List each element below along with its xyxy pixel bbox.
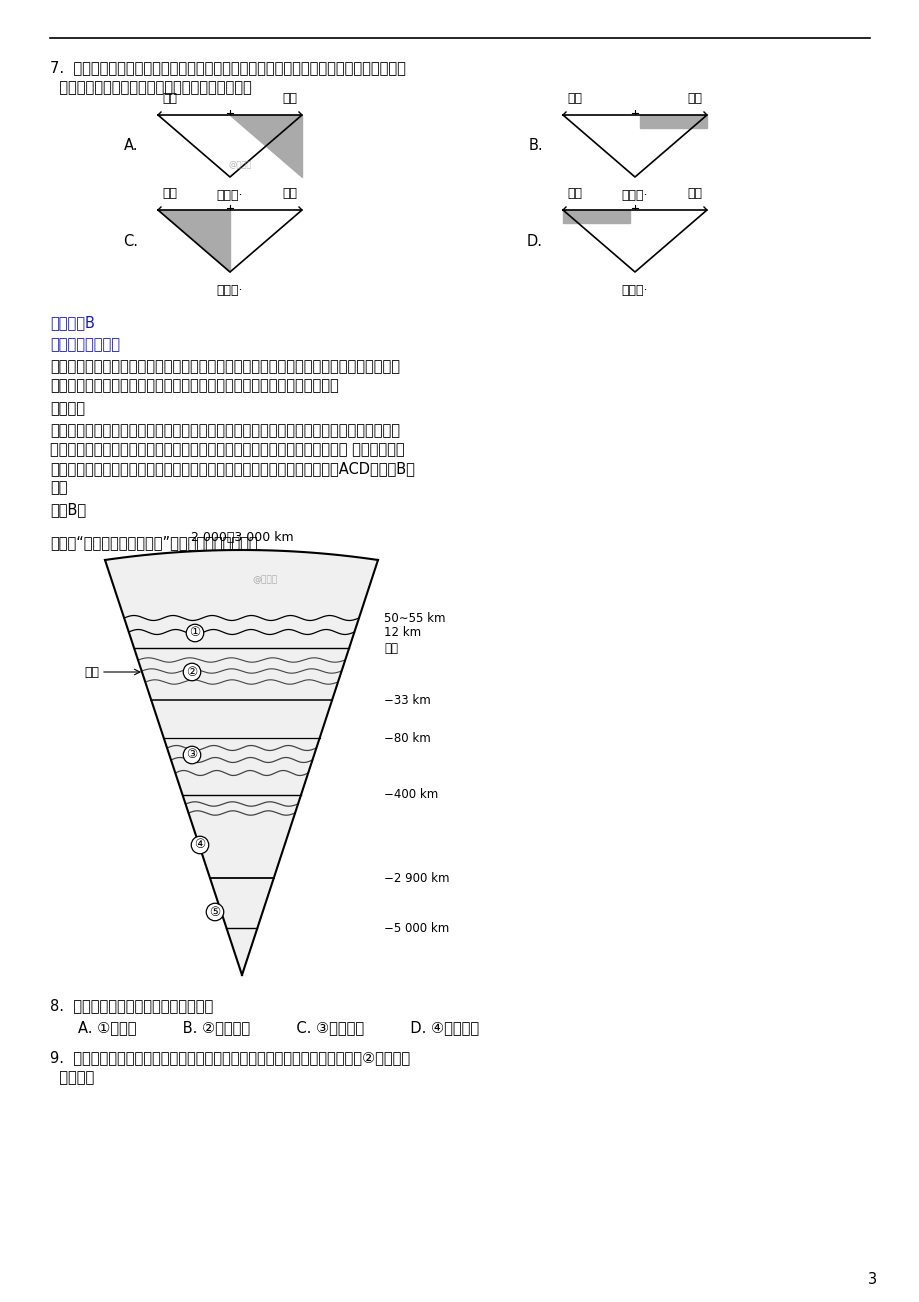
Text: 南岸: 南岸 (686, 187, 702, 201)
Text: C.: C. (123, 233, 138, 249)
Text: 石油的是: 石油的是 (50, 1070, 94, 1085)
Text: 7.  下图中，由于地转偏向力的影响，造成平直河道两屸岂刷与堆积的差异（阴影部分为堆: 7. 下图中，由于地转偏向力的影响，造成平直河道两屸岂刷与堆积的差异（阴影部分为… (50, 60, 405, 76)
Text: ④: ④ (194, 838, 206, 852)
Text: @正确云: @正确云 (228, 160, 252, 169)
Text: 3: 3 (868, 1272, 877, 1288)
Text: 8.  图中数码所代表的地球圈层正确的有: 8. 图中数码所代表的地球圈层正确的有 (50, 999, 213, 1013)
Text: 海洋: 海洋 (84, 665, 99, 678)
Text: −80 km: −80 km (383, 732, 430, 745)
Text: 12 km: 12 km (383, 625, 421, 638)
Text: 地转偏向力的影响，北半球河流南屸即右屸是侵蚀屸，北屸即左屸为堆积屸； 南半球河流南: 地转偏向力的影响，北半球河流南屸即右屸是侵蚀屸，北屸即左屸为堆积屸； 南半球河流… (50, 441, 404, 457)
Text: D.: D. (527, 233, 542, 249)
Text: 南半球·: 南半球· (217, 189, 243, 202)
Text: ②: ② (187, 665, 198, 678)
Text: 北岸: 北岸 (282, 92, 297, 105)
Text: ③: ③ (187, 749, 198, 762)
Text: 【解析】【分析】: 【解析】【分析】 (50, 337, 119, 352)
Text: 北岸: 北岸 (686, 92, 702, 105)
Text: 南岸: 南岸 (163, 92, 177, 105)
Text: 由于地球自转产生地转偏向力，北半球向右偏转，南半球向左偏转。若河流由西向东流，受: 由于地球自转产生地转偏向力，北半球向右偏转，南半球向左偏转。若河流由西向东流，受 (50, 423, 400, 437)
Polygon shape (230, 115, 301, 177)
Text: 9.  地质学家常利用地震波来寻找海底油气矿藏，下列四幅地震波示意图中表示②海底储有: 9. 地质学家常利用地震波来寻找海底油气矿藏，下列四幅地震波示意图中表示②海底储… (50, 1049, 410, 1065)
Text: 北岸: 北岸 (163, 187, 177, 201)
Text: 北岸: 北岸 (567, 187, 582, 201)
Text: −2 900 km: −2 900 km (383, 871, 449, 884)
Text: −33 km: −33 km (383, 694, 430, 707)
Text: ⑤: ⑤ (210, 905, 221, 918)
Text: 北半球·: 北半球· (621, 284, 648, 297)
Text: −400 km: −400 km (383, 789, 437, 802)
Text: 积物），若河流由西向东流，则正确的图示是（）: 积物），若河流由西向东流，则正确的图示是（） (50, 79, 252, 95)
Text: A. ①为地壳          B. ②为岩石圈          C. ③为软流层          D. ④为下地幔: A. ①为地壳 B. ②为岩石圈 C. ③为软流层 D. ④为下地幔 (78, 1019, 479, 1035)
Text: 屸即右屸为堆积屸，北屸即左屸为侵蚀屸。图中有堆积物的一屸为堆积屸，ACD错误；B正: 屸即右屸为堆积屸，北屸即左屸为侵蚀屸。图中有堆积物的一屸为堆积屸，ACD错误；B… (50, 461, 414, 477)
Polygon shape (158, 210, 230, 272)
Text: 故选B。: 故选B。 (50, 503, 86, 517)
Text: B.: B. (528, 138, 542, 154)
Text: 【答案】B: 【答案】B (50, 315, 95, 329)
Polygon shape (640, 115, 706, 128)
Text: 2 000～3 000 km: 2 000～3 000 km (190, 531, 293, 544)
Text: @正确云: @正确云 (252, 575, 278, 585)
Polygon shape (562, 210, 630, 223)
Text: A.: A. (123, 138, 138, 154)
Text: 南半球·: 南半球· (217, 284, 243, 297)
Text: 北半球·: 北半球· (621, 189, 648, 202)
Text: 【解答】: 【解答】 (50, 401, 85, 417)
Text: 地面: 地面 (383, 642, 398, 655)
Text: −5 000 km: −5 000 km (383, 922, 448, 935)
Text: 解答问题能力。熟记地球自转产生的水平运动物体偏向规律是解题的关键。: 解答问题能力。熟记地球自转产生的水平运动物体偏向规律是解题的关键。 (50, 378, 338, 393)
Polygon shape (105, 549, 378, 975)
Text: ①: ① (189, 626, 200, 639)
Text: 南岸: 南岸 (282, 187, 297, 201)
Text: 本题主要考查地球自转的地理意义。旨在考查学生获取、解读图示信息能力及运用所学知识: 本题主要考查地球自转的地理意义。旨在考查学生获取、解读图示信息能力及运用所学知识 (50, 359, 400, 374)
Text: 50∼55 km: 50∼55 km (383, 612, 445, 625)
Text: 下图为“地球圈层结构示意图”。读图回答下列各题。: 下图为“地球圈层结构示意图”。读图回答下列各题。 (50, 535, 257, 549)
Text: 确。: 确。 (50, 480, 67, 495)
Text: 南岸: 南岸 (567, 92, 582, 105)
